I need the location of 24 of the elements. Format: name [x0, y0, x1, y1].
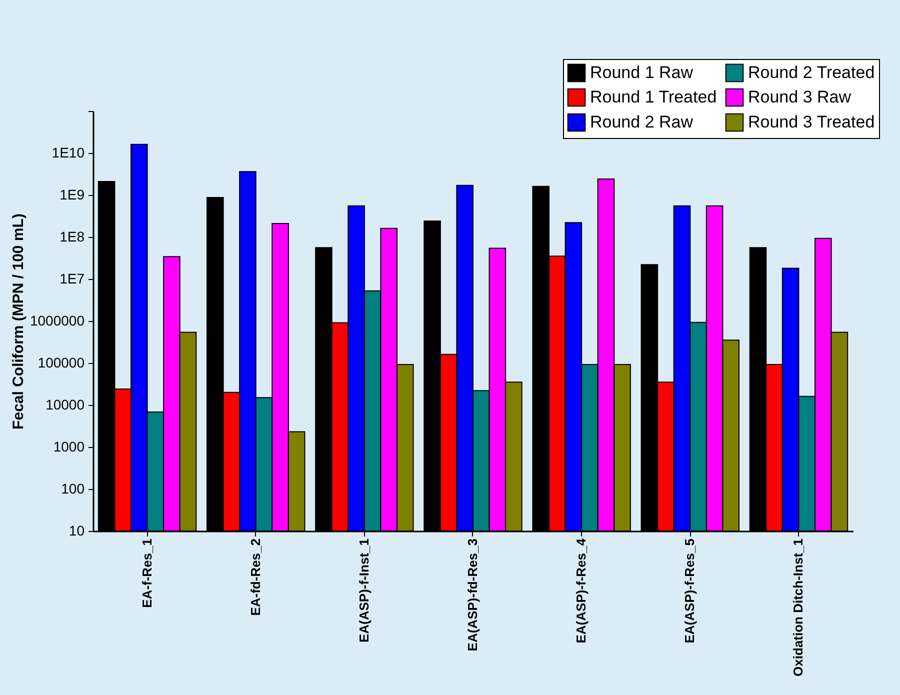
legend-label: Round 2 Raw — [590, 112, 694, 132]
x-tick-label: EA(ASP)-fd-Res_3 — [465, 538, 480, 652]
legend-label: Round 3 Treated — [748, 112, 875, 132]
x-tick-label: EA(ASP)-f-Res_4 — [574, 538, 589, 644]
y-tick-label: 1000 — [53, 438, 85, 454]
legend-label: Round 1 Treated — [590, 88, 717, 106]
y-tick-label: 100000 — [38, 354, 85, 370]
y-tick-label: 1E10 — [52, 144, 85, 160]
y-tick-label: 1E9 — [60, 186, 85, 202]
y-tick-label: 1E8 — [60, 228, 85, 244]
legend-label: Round 3 Raw — [748, 88, 852, 106]
y-tick-label: 1E7 — [60, 270, 85, 286]
x-tick-label: EA(ASP)-f-Inst_1 — [356, 538, 372, 643]
y-tick-label: 10000 — [46, 396, 85, 412]
x-tick-label: EA-f-Res_1 — [139, 538, 154, 608]
x-tick-label: Oxidation Ditch-Inst_1 — [790, 538, 806, 676]
y-tick-label: 100 — [61, 480, 85, 496]
y-axis-title: Fecal Coliform (MPN / 100 mL) — [10, 214, 27, 430]
legend-label: Round 1 Raw — [590, 62, 694, 82]
y-tick-label: 1000000 — [30, 312, 85, 328]
y-tick-label: 10 — [68, 522, 85, 538]
legend-label: Round 2 Treated — [748, 62, 875, 82]
x-tick-label: EA(ASP)-f-Res_5 — [682, 538, 698, 644]
x-tick-label: EA-fd-Res_2 — [248, 538, 263, 616]
